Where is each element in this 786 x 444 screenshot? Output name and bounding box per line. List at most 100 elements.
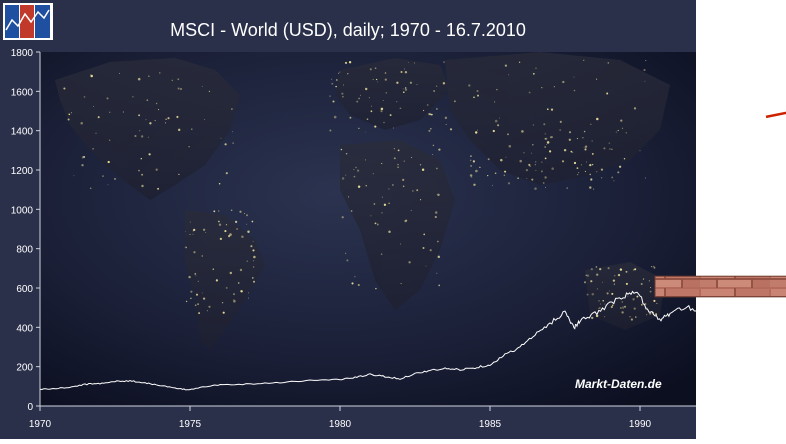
city-light-dot (593, 188, 595, 190)
city-light-dot (341, 177, 345, 180)
city-light-dot (193, 228, 196, 232)
city-light-dot (335, 79, 338, 81)
city-light-dot (405, 219, 408, 222)
city-light-dot (532, 72, 535, 75)
city-light-dot (132, 96, 134, 98)
city-light-dot (205, 232, 207, 234)
y-axis-ticks: 0 200 400 600 800 1000 1200 1400 1600 1800 (11, 48, 40, 413)
city-light-dot (244, 212, 245, 214)
city-light-dot (119, 72, 120, 74)
city-light-dot (611, 304, 614, 307)
city-light-dot (563, 148, 567, 152)
australia-shape (585, 262, 665, 330)
city-light-dot (617, 171, 620, 174)
city-light-dot (607, 267, 610, 270)
city-light-dot (252, 266, 255, 268)
city-light-dot (365, 185, 367, 187)
city-light-dot (620, 307, 622, 309)
city-light-dot (576, 173, 579, 176)
city-light-dot (353, 169, 355, 170)
city-light-dot (403, 68, 405, 70)
city-light-dot (370, 105, 372, 107)
city-light-dot (204, 119, 205, 120)
city-light-dot (604, 303, 606, 305)
y-tick-label: 1000 (11, 205, 34, 216)
city-light-dot (580, 164, 583, 166)
city-light-dot (212, 268, 215, 270)
city-light-dot (606, 92, 609, 95)
city-light-dot (383, 121, 385, 124)
city-light-dot (380, 110, 383, 113)
city-light-dot (339, 71, 341, 73)
city-light-dot (503, 174, 506, 177)
city-light-dot (469, 174, 473, 177)
city-light-dot (550, 136, 553, 139)
city-light-dot (246, 260, 249, 262)
city-light-dot (535, 169, 537, 172)
city-light-dot (375, 287, 377, 290)
city-light-dot (176, 115, 179, 119)
city-light-dot (195, 293, 199, 296)
city-light-dot (251, 220, 254, 223)
city-light-dot (240, 290, 242, 292)
city-light-dot (353, 175, 356, 178)
city-light-dot (585, 161, 587, 163)
city-light-dot (410, 209, 412, 212)
city-light-dot (355, 166, 357, 169)
city-light-dot (409, 81, 413, 84)
city-light-dot (106, 97, 109, 100)
city-light-dot (559, 120, 562, 123)
city-light-dot (595, 314, 599, 318)
city-light-dot (500, 158, 503, 162)
city-light-dot (331, 82, 334, 85)
city-light-dot (608, 290, 610, 292)
city-light-dot (376, 223, 379, 226)
city-light-dot (602, 300, 604, 302)
city-light-dot (470, 159, 472, 161)
city-light-dot (194, 304, 197, 306)
city-light-dot (573, 76, 575, 78)
city-light-dot (89, 74, 91, 75)
city-light-dot (177, 78, 180, 81)
city-light-dot (472, 160, 476, 163)
city-light-dot (392, 184, 394, 186)
city-light-dot (393, 148, 395, 150)
city-light-dot (357, 283, 360, 287)
city-light-dot (235, 220, 238, 223)
city-light-dot (239, 210, 242, 213)
city-light-dot (432, 153, 434, 155)
city-light-dot (625, 132, 627, 134)
city-light-dot (507, 182, 511, 185)
city-light-dot (374, 67, 377, 70)
city-light-dot (622, 307, 624, 309)
city-light-dot (381, 196, 383, 198)
city-light-dot (345, 174, 347, 176)
city-light-dot (201, 85, 203, 87)
city-light-dot (359, 94, 361, 96)
city-light-dot (475, 169, 478, 173)
series-layer (39, 289, 786, 391)
city-light-dot (411, 157, 413, 158)
city-light-dot (649, 312, 652, 315)
city-light-dot (630, 318, 634, 321)
city-light-dot (590, 267, 593, 271)
city-light-dot (596, 288, 599, 290)
city-light-dot (397, 163, 399, 166)
city-light-dot (388, 230, 391, 233)
city-light-dot (470, 164, 473, 167)
city-light-dot (253, 280, 255, 283)
city-light-dot (437, 240, 439, 243)
city-light-dot (497, 124, 500, 127)
city-light-dot (233, 299, 236, 303)
city-light-dot (140, 158, 142, 160)
city-light-dot (341, 92, 344, 95)
city-light-dot (582, 137, 584, 139)
city-light-dot (519, 159, 522, 163)
city-light-dot (384, 78, 387, 81)
city-light-dot (399, 107, 402, 110)
city-light-dot (436, 193, 438, 195)
city-light-dot (180, 88, 182, 90)
city-light-dot (340, 148, 343, 151)
city-light-dot (233, 299, 235, 301)
city-light-dot (645, 60, 647, 62)
